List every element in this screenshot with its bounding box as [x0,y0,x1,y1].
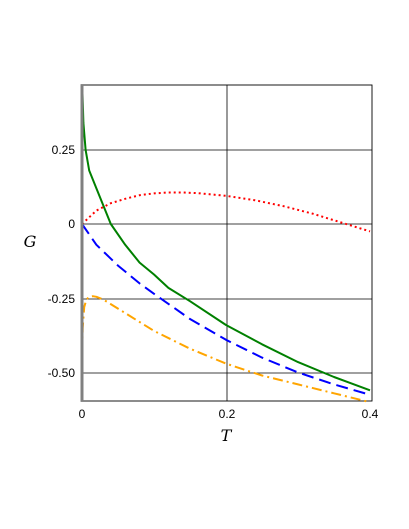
series-layer [81,90,371,404]
x-tick-label-0.2: 0.2 [219,407,236,421]
x-tick-label-0.4: 0.4 [362,407,379,421]
series-line-4 [81,295,371,404]
series-line-3 [81,223,371,396]
grid-lines [81,85,372,401]
y-tick-label-0.25: 0.25 [52,143,76,157]
series-line-2 [81,191,371,233]
y-axis-label: G [24,232,37,251]
y-tick-label--0.5: -0.50 [48,366,76,380]
x-tick-label-0: 0 [79,407,86,421]
series-line-1 [81,90,371,392]
x-axis-label: T [221,426,233,445]
y-tick-label--0.25: -0.25 [48,292,76,306]
y-tick-label-0: 0 [68,217,75,231]
